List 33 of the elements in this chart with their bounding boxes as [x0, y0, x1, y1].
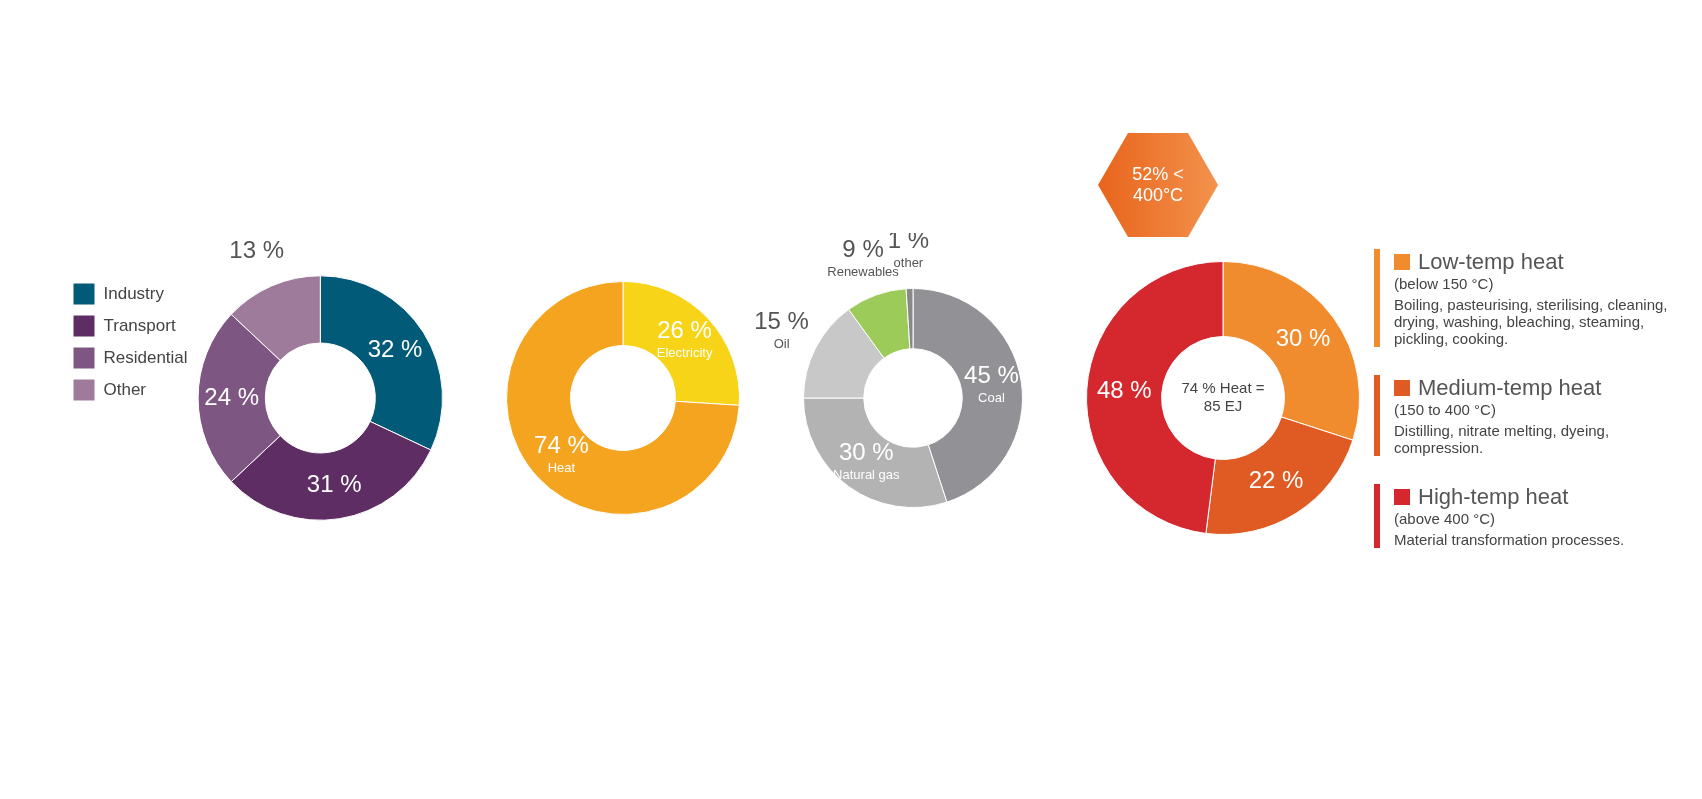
text: 74 % Heat = 85 EJ	[1181, 379, 1265, 415]
legend-label: High-temp heat	[1417, 483, 1570, 510]
data-label: 74 %	[534, 431, 589, 459]
text: Boiling, pasteurising, sterilising, cleaning, drying, washing, bleaching, steaming, pickling, cooking.	[1394, 295, 1669, 347]
data-label: 48 %	[1096, 376, 1152, 404]
data-label: 9 %	[842, 234, 884, 262]
text: (150 to 400 °C)	[1394, 400, 1497, 418]
data-label: 24 %	[204, 382, 260, 410]
legend-label: Medium-temp heat	[1417, 374, 1603, 401]
slice-label: Heat	[547, 460, 576, 476]
data-label: 45 %	[964, 361, 1019, 389]
slice-label: Coal	[978, 390, 1005, 406]
hexagon-badge: 52% < 400°C	[1098, 133, 1218, 237]
data-label: 26 %	[657, 315, 712, 343]
slice-label: Electricity	[656, 344, 713, 360]
data-label: 30 %	[838, 437, 894, 465]
data-label: 31 %	[306, 470, 362, 498]
data-label: 32 %	[367, 335, 423, 363]
text: (above 400 °C)	[1394, 509, 1497, 527]
data-label: 15 %	[754, 306, 809, 334]
legend-label: Low-temp heat	[1417, 248, 1565, 275]
legend-label: Transport	[103, 315, 176, 335]
text: (below 150 °C)	[1394, 274, 1495, 292]
data-label: 13 %	[229, 235, 285, 263]
data-label: 22 %	[1248, 466, 1304, 494]
slice-label: Natural gas	[833, 466, 901, 482]
legend-label: Residential	[103, 347, 188, 367]
text: Material transformation processes.	[1394, 530, 1626, 548]
legend-label: Industry	[103, 283, 165, 303]
text: Distilling, nitrate melting, dyeing, compression.	[1394, 421, 1611, 456]
slice-label: Oil	[773, 335, 790, 351]
legend-label: Other	[103, 379, 147, 399]
data-label: 30 %	[1275, 324, 1331, 352]
